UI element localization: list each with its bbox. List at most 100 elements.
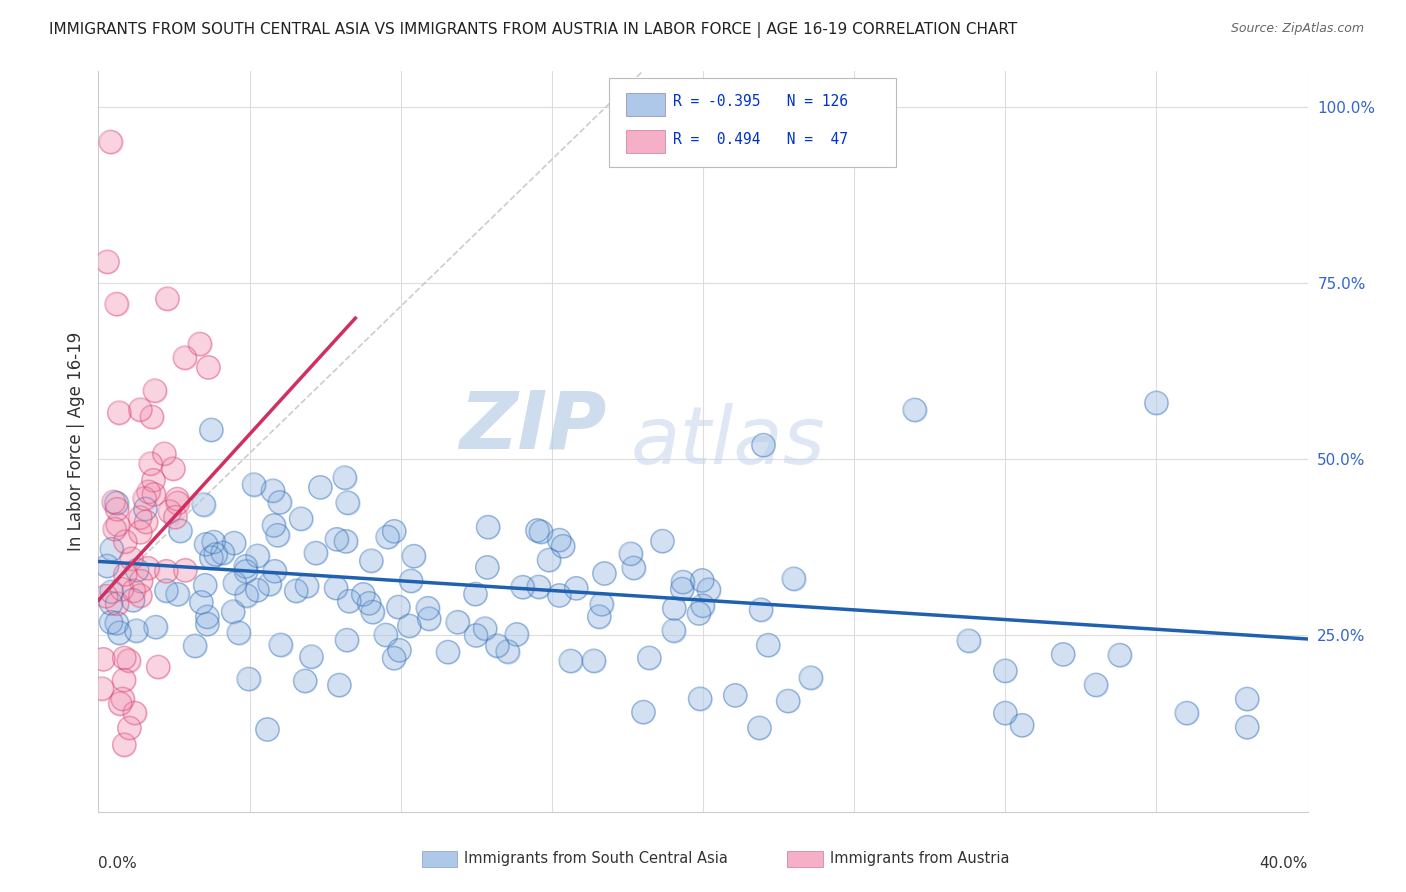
Point bbox=[129, 525, 152, 540]
Point bbox=[136, 561, 159, 575]
Point bbox=[155, 564, 177, 578]
Point bbox=[266, 528, 288, 542]
Point bbox=[166, 491, 188, 506]
Point bbox=[527, 580, 550, 594]
Point bbox=[138, 484, 160, 499]
Point bbox=[194, 578, 217, 592]
Point bbox=[783, 572, 806, 586]
Point bbox=[633, 705, 655, 719]
Point bbox=[173, 351, 195, 365]
Point bbox=[103, 495, 125, 509]
Point bbox=[651, 534, 673, 549]
Point bbox=[165, 510, 187, 524]
Point bbox=[266, 528, 288, 542]
Point bbox=[204, 548, 226, 562]
Point bbox=[526, 524, 548, 538]
Point bbox=[91, 652, 114, 666]
Point bbox=[105, 297, 128, 311]
Text: Source: ZipAtlas.com: Source: ZipAtlas.com bbox=[1230, 22, 1364, 36]
Point bbox=[118, 721, 141, 735]
Point bbox=[129, 510, 152, 524]
Point bbox=[633, 705, 655, 719]
Point bbox=[91, 681, 114, 696]
Point bbox=[537, 553, 560, 567]
Point bbox=[388, 643, 411, 657]
Point bbox=[382, 524, 405, 539]
Point bbox=[129, 589, 152, 603]
Point bbox=[235, 559, 257, 574]
Point bbox=[1144, 396, 1167, 410]
Point bbox=[399, 574, 422, 588]
Point bbox=[477, 520, 499, 534]
Point bbox=[325, 581, 347, 595]
Point bbox=[262, 483, 284, 498]
Point bbox=[1236, 720, 1258, 734]
Point bbox=[530, 524, 553, 539]
Point bbox=[465, 628, 488, 642]
Point bbox=[588, 609, 610, 624]
Point bbox=[121, 551, 143, 566]
Point bbox=[91, 652, 114, 666]
Point bbox=[129, 525, 152, 540]
Point bbox=[100, 615, 122, 630]
Text: R =  0.494   N =  47: R = 0.494 N = 47 bbox=[673, 132, 848, 146]
Point bbox=[121, 551, 143, 566]
Point bbox=[173, 351, 195, 365]
Point bbox=[957, 633, 980, 648]
Point bbox=[783, 572, 806, 586]
Point bbox=[122, 593, 145, 607]
Point bbox=[103, 522, 125, 536]
Point bbox=[582, 654, 605, 668]
Point bbox=[159, 505, 181, 519]
Point bbox=[623, 561, 645, 575]
Point bbox=[537, 553, 560, 567]
Point bbox=[195, 617, 218, 632]
Point bbox=[235, 589, 257, 603]
Point bbox=[309, 480, 332, 494]
Point bbox=[156, 292, 179, 306]
Point bbox=[263, 564, 285, 578]
Point bbox=[325, 581, 347, 595]
Point bbox=[235, 589, 257, 603]
Point bbox=[136, 561, 159, 575]
Point bbox=[235, 565, 257, 579]
Point bbox=[222, 536, 245, 550]
Point bbox=[565, 582, 588, 596]
Point bbox=[361, 605, 384, 619]
Point bbox=[114, 567, 136, 582]
Point bbox=[994, 664, 1017, 678]
Point bbox=[526, 524, 548, 538]
Point bbox=[124, 706, 146, 720]
Point bbox=[107, 517, 129, 532]
Point bbox=[124, 706, 146, 720]
Point bbox=[111, 692, 134, 706]
Point bbox=[118, 721, 141, 735]
Point bbox=[129, 589, 152, 603]
Point bbox=[505, 627, 527, 641]
Point bbox=[134, 502, 156, 516]
Point bbox=[398, 619, 420, 633]
Point bbox=[139, 457, 162, 471]
Point bbox=[527, 580, 550, 594]
Point bbox=[388, 643, 411, 657]
Point bbox=[100, 615, 122, 630]
Point bbox=[135, 515, 157, 529]
Point bbox=[105, 616, 128, 631]
Point bbox=[1052, 648, 1074, 662]
Point bbox=[290, 511, 312, 525]
Point bbox=[620, 547, 643, 561]
Point bbox=[146, 660, 169, 674]
Point bbox=[145, 620, 167, 634]
Point bbox=[107, 517, 129, 532]
Point bbox=[100, 596, 122, 610]
Point bbox=[437, 645, 460, 659]
Point bbox=[159, 505, 181, 519]
Point bbox=[103, 495, 125, 509]
Point bbox=[474, 622, 496, 636]
Point bbox=[222, 605, 245, 619]
Point bbox=[336, 496, 359, 510]
Text: R = -0.395   N = 126: R = -0.395 N = 126 bbox=[673, 95, 848, 109]
Point bbox=[295, 579, 318, 593]
Point bbox=[336, 633, 359, 648]
Point bbox=[112, 650, 135, 665]
